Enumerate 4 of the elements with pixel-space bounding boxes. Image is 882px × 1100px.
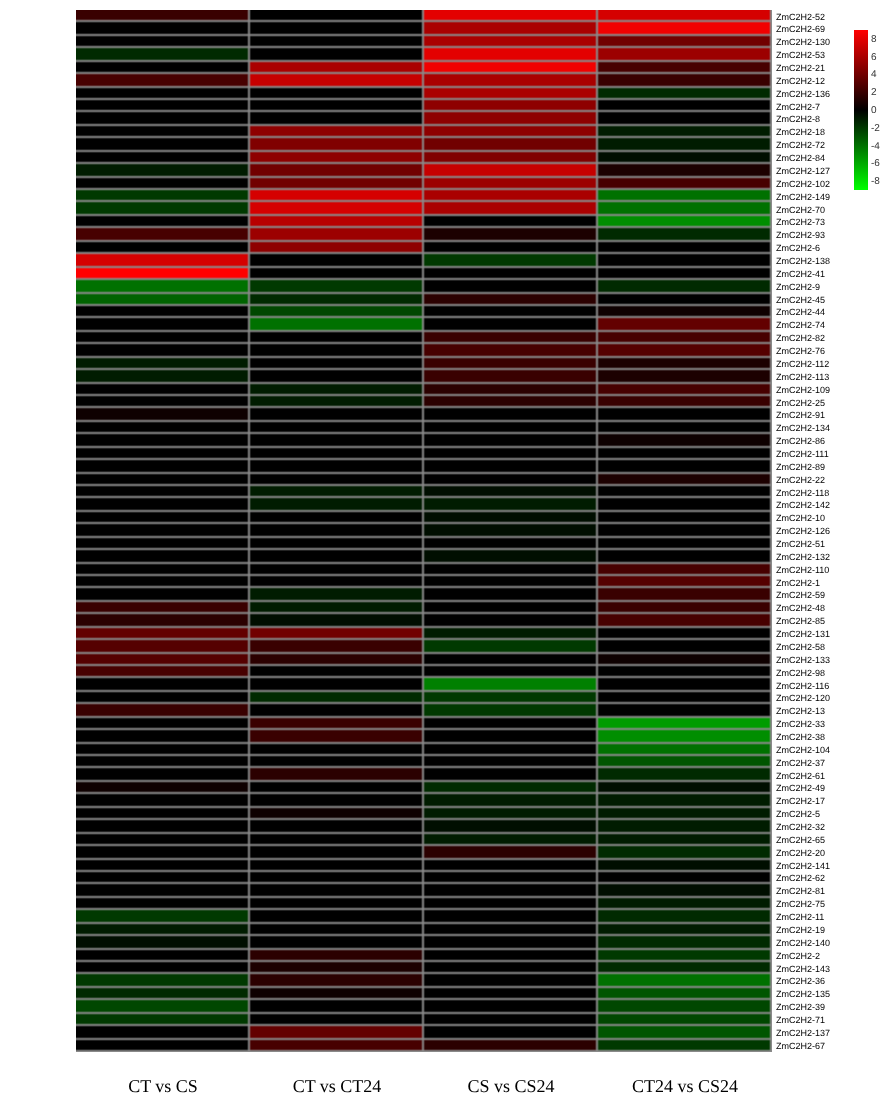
x-tick-label: CT vs CS (128, 1076, 198, 1096)
x-tick-label: CT24 vs CS24 (631, 1076, 740, 1096)
x-tick-label: CS vs CS24 (467, 1076, 556, 1096)
x-tick-label: CT vs CT24 (292, 1076, 383, 1096)
